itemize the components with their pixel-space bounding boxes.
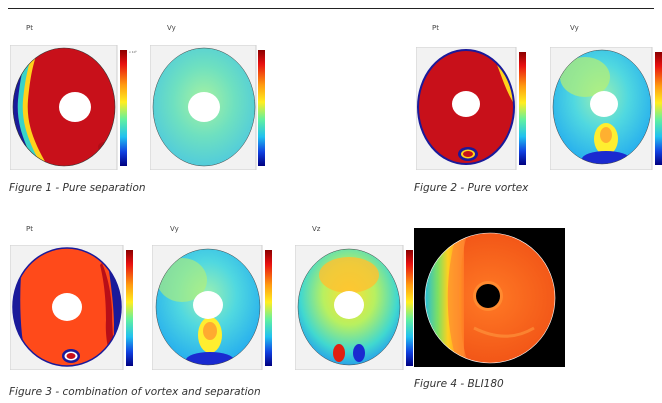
- fig1-caption: Figure 1 - Pure separation: [9, 182, 146, 194]
- fig4-caption: Figure 4 - BLI180: [414, 378, 504, 390]
- fig3-pt-label: Pt: [26, 225, 33, 233]
- fig2-pt-plot: [416, 47, 546, 170]
- fig1-pt-colorbar-scale: x 10⁵: [129, 50, 138, 54]
- fig3-vy-label: Vy: [170, 225, 179, 233]
- fig3-pt-plot: [10, 245, 145, 370]
- fig4-bli-plot: [414, 228, 565, 367]
- fig1-pt-label: Pt: [26, 24, 33, 32]
- fig1-vy-label: Vy: [167, 24, 176, 32]
- fig3-vz-label: Vz: [312, 225, 321, 233]
- header-rule: [8, 8, 654, 9]
- fig2-vy-label: Vy: [570, 24, 579, 32]
- fig1-pt-plot: x 10⁵: [10, 45, 145, 170]
- fig2-caption: Figure 2 - Pure vortex: [414, 182, 529, 194]
- fig3-vz-plot: [295, 245, 417, 370]
- fig3-caption: Figure 3 - combination of vortex and sep…: [9, 386, 261, 398]
- fig3-vy-plot: [152, 245, 284, 370]
- fig2-vy-plot: [550, 47, 662, 170]
- fig2-pt-label: Pt: [432, 24, 439, 32]
- fig1-vy-plot: [150, 45, 280, 170]
